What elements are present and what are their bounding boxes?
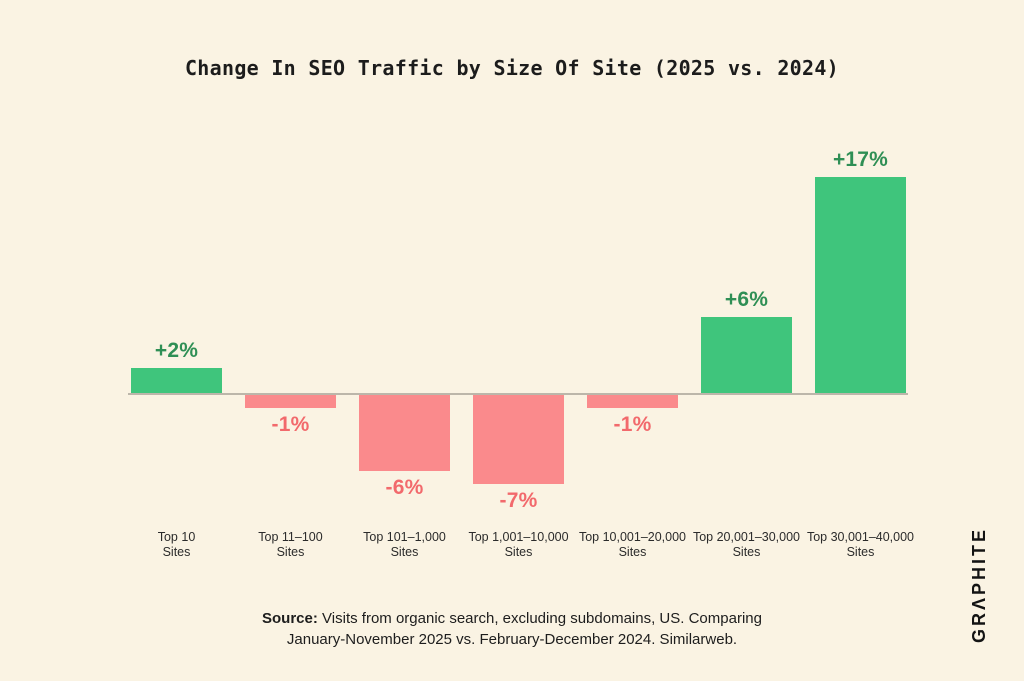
category-label-2: Top 101–1,000 Sites	[343, 530, 467, 560]
bar-2	[359, 395, 450, 472]
category-unit: Sites	[162, 545, 191, 559]
bar-value-label-4: -1%	[613, 412, 652, 436]
bar-value-label-3: -7%	[499, 488, 538, 512]
bar-5	[701, 316, 792, 393]
bar-6	[815, 177, 906, 393]
category-range: Top 10,001–20,000	[578, 530, 687, 544]
category-label-6: Top 30,001–40,000 Sites	[799, 530, 923, 560]
source-text-1: Visits from organic search, excluding su…	[322, 610, 762, 627]
category-unit: Sites	[276, 545, 305, 559]
bar-0	[131, 367, 222, 393]
x-axis-baseline	[128, 393, 908, 395]
bar-value-label-2: -6%	[385, 476, 424, 500]
category-unit: Sites	[390, 545, 419, 559]
source-line-1: Source: Visits from organic search, excl…	[0, 608, 1024, 629]
category-label-5: Top 20,001–30,000 Sites	[685, 530, 809, 560]
source-line-2: January-November 2025 vs. February-Decem…	[286, 631, 738, 648]
category-unit: Sites	[846, 545, 875, 559]
category-unit: Sites	[618, 545, 647, 559]
bar-value-label-6: +17%	[832, 148, 889, 172]
category-range: Top 1,001–10,000	[468, 530, 569, 544]
bar-value-label-5: +6%	[724, 287, 769, 311]
category-range: Top 11–100	[258, 530, 323, 544]
graphite-logo: GRΛPHITE	[969, 526, 989, 643]
category-range: Top 20,001–30,000	[692, 530, 801, 544]
source-note: Source: Visits from organic search, excl…	[0, 608, 1024, 650]
category-unit: Sites	[732, 545, 761, 559]
bar-value-label-0: +2%	[154, 338, 199, 362]
bar-value-label-1: -1%	[271, 412, 310, 436]
category-range: Top 10	[157, 530, 196, 544]
source-prefix: Source:	[262, 610, 318, 627]
chart-title: Change In SEO Traffic by Size Of Site (2…	[184, 56, 840, 80]
category-label-0: Top 10 Sites	[115, 530, 239, 560]
category-range: Top 30,001–40,000	[806, 530, 915, 544]
category-label-3: Top 1,001–10,000 Sites	[457, 530, 581, 560]
category-unit: Sites	[504, 545, 533, 559]
bar-4	[587, 395, 678, 408]
bar-1	[245, 395, 336, 408]
category-label-4: Top 10,001–20,000 Sites	[571, 530, 695, 560]
category-range: Top 101–1,000	[363, 530, 446, 544]
category-label-1: Top 11–100 Sites	[229, 530, 353, 560]
bar-3	[473, 395, 564, 484]
